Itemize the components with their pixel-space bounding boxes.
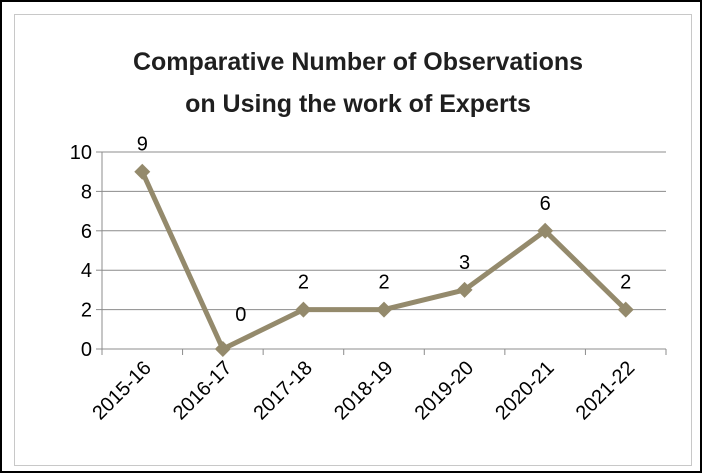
chart-title-line-2: on Using the work of Experts	[185, 90, 531, 118]
data-label: 9	[137, 134, 148, 156]
x-tick-label: 2017-18	[250, 357, 317, 424]
y-tick-label: 8	[81, 181, 92, 203]
data-point	[214, 341, 231, 357]
axes	[96, 151, 667, 355]
x-tick-labels: 2015-16 2016-17 2017-18 2018-19 2019-20 2020-…	[88, 357, 639, 424]
x-tick-label: 2019-20	[411, 357, 478, 424]
y-tick-label: 10	[70, 142, 92, 164]
chart-area	[14, 14, 692, 466]
data-point	[376, 301, 392, 318]
data-point	[134, 163, 151, 180]
gridlines	[102, 151, 666, 311]
x-tick-label: 2020-21	[491, 357, 558, 424]
y-tick-labels: 0 2 4 6 8 10	[70, 142, 92, 361]
data-label: 3	[459, 252, 470, 274]
data-point	[617, 301, 634, 318]
data-label: 0	[235, 304, 246, 326]
x-tick-label: 2018-19	[330, 357, 397, 424]
y-tick-label: 2	[81, 300, 92, 322]
y-tick-label: 6	[81, 221, 92, 243]
x-tick-label: 2016-17	[169, 357, 236, 424]
y-tick-label: 0	[81, 339, 92, 361]
x-tick-label: 2021-22	[572, 357, 639, 424]
data-label: 2	[620, 272, 631, 294]
data-label: 2	[298, 272, 309, 294]
chart-title-line-1: Comparative Number of Observations	[133, 48, 583, 76]
y-tick-label: 4	[81, 260, 92, 282]
x-tick-label: 2015-16	[88, 357, 155, 424]
series-line	[140, 170, 628, 352]
data-point	[295, 301, 312, 318]
data-label: 2	[378, 272, 389, 294]
series	[134, 163, 634, 357]
data-labels: 9 0 2 2 3 6 2	[137, 134, 632, 326]
data-point	[537, 222, 554, 239]
data-label: 6	[540, 193, 551, 215]
data-point	[456, 281, 473, 298]
